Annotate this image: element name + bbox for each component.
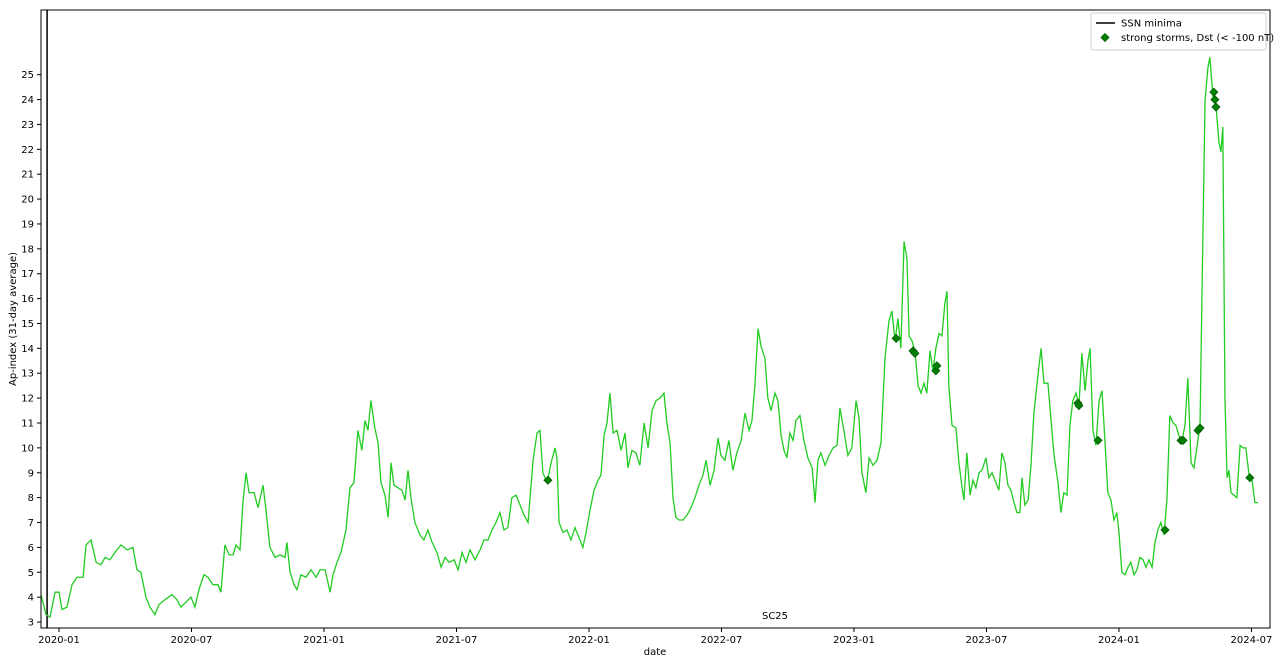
storm-marker [1093,435,1103,445]
storm-marker [910,348,920,358]
y-tick-label: 9 [28,468,34,479]
y-tick-label: 8 [28,493,34,504]
y-tick-label: 5 [28,568,34,579]
axes-frame [40,9,1271,629]
storm-marker [932,361,942,371]
storm-marker [891,333,901,343]
y-tick-label: 14 [21,344,34,355]
x-tick-label: 2021-07 [436,635,478,646]
x-tick-label: 2024-01 [1098,635,1140,646]
x-tick-label: 2021-01 [303,635,345,646]
y-tick-label: 19 [21,219,34,230]
x-tick-label: 2020-07 [171,635,213,646]
legend-label: strong storms, Dst (< -100 nT) [1121,33,1274,44]
data-line [41,57,1259,619]
y-tick-label: 16 [21,294,34,305]
y-tick-label: 23 [21,120,34,131]
y-tick-label: 3 [28,618,34,629]
legend-box [1090,12,1267,51]
y-tick-label: 21 [21,170,34,181]
x-tick-label: 2020-01 [38,635,80,646]
storm-marker [1074,401,1084,411]
y-tick-label: 10 [21,443,34,454]
y-tick-label: 24 [21,95,34,106]
y-tick-label: 20 [21,195,34,206]
legend-label: SSN minima [1121,19,1182,30]
storm-marker [1245,473,1255,483]
x-tick-label: 2023-01 [833,635,875,646]
storm-marker [1160,525,1170,535]
storm-marker [1178,435,1188,445]
y-tick-label: 11 [21,418,34,429]
x-tick-label: 2022-01 [568,635,610,646]
y-tick-label: 6 [28,543,34,554]
y-axis-label: Ap-index (31-day average) [8,252,19,386]
y-tick-label: 22 [21,145,34,156]
y-tick-label: 7 [28,518,34,529]
plot-area [41,10,1259,628]
y-tick-label: 15 [21,319,34,330]
x-axis-label: date [644,647,667,658]
x-tick-label: 2023-07 [966,635,1008,646]
x-tick-label: 2022-07 [701,635,743,646]
y-tick-label: 4 [28,593,34,604]
y-tick-label: 18 [21,244,34,255]
y-tick-label: 13 [21,369,34,380]
y-tick-label: 17 [21,269,34,280]
y-tick-label: 25 [21,70,34,81]
storm-marker [543,475,553,485]
y-tick-label: 12 [21,394,34,405]
x-tick-label: 2024-07 [1231,635,1273,646]
legend-swatch [1100,32,1110,43]
storm-marker [1211,102,1221,112]
annotation: SC25 [762,611,788,622]
storm-marker [1195,423,1205,433]
